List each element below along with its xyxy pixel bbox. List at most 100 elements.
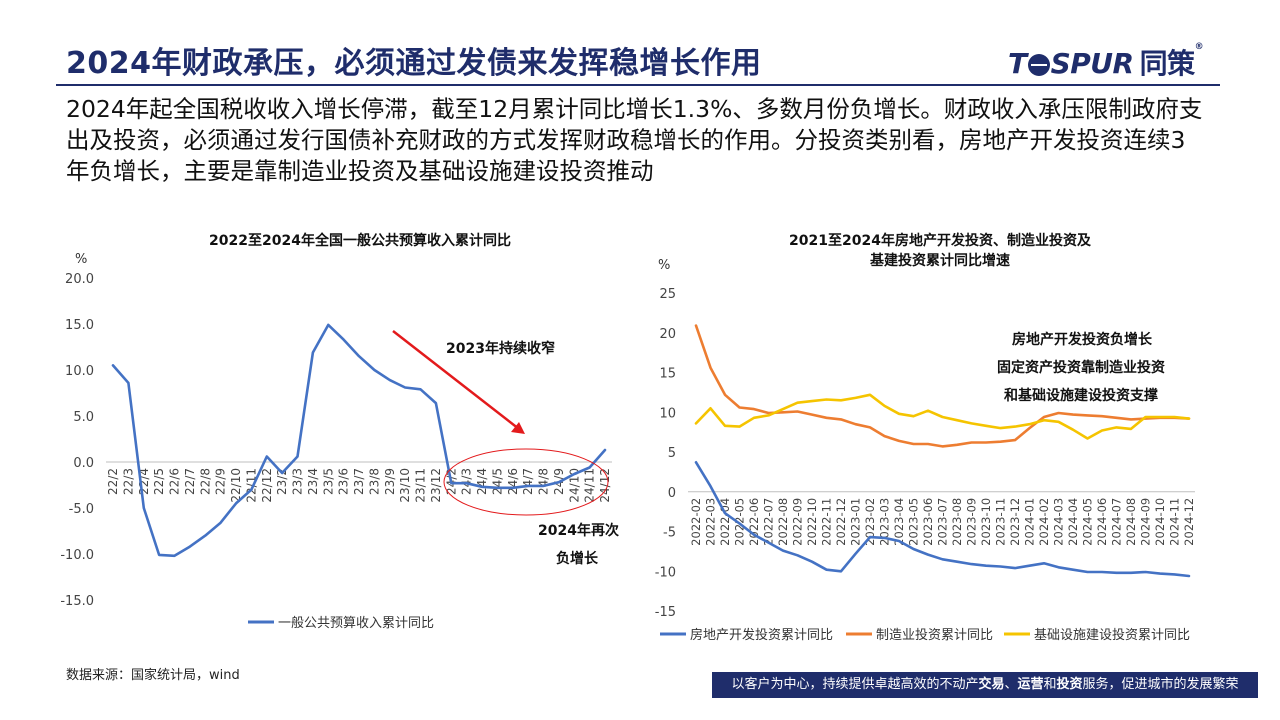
- legend-label: 一般公共预算收入累计同比: [278, 615, 434, 631]
- registered-mark: ®: [1194, 42, 1204, 52]
- x-tick-label: 22/6: [168, 468, 182, 495]
- footer-text-1: 以客户为中心，持续提供卓越高效的不动产: [731, 677, 979, 692]
- series-line-1-2: [694, 393, 1191, 440]
- legend-label: 制造业投资累计同比: [876, 627, 993, 643]
- page-title: 2024年财政承压，必须通过发债来发挥稳增长作用: [66, 46, 762, 81]
- chart1-title: 2022至2024年全国一般公共预算收入累计同比: [209, 233, 511, 249]
- x-tick-label: 2024-02: [1037, 498, 1051, 546]
- y-tick-label: 10.0: [65, 364, 94, 379]
- x-tick-label: 2023-03: [878, 498, 892, 546]
- y-tick-label: -15: [655, 605, 676, 620]
- annotation-infrastructure: 和基础设施建设投资支撑: [1004, 387, 1158, 404]
- x-tick-label: 24/4: [475, 468, 489, 495]
- y-tick-label: 15.0: [65, 318, 94, 333]
- legend-label: 房地产开发投资累计同比: [690, 627, 833, 643]
- legend-label: 基础设施建设投资累计同比: [1034, 627, 1190, 643]
- x-tick-label: 22/9: [214, 468, 228, 495]
- x-tick-label: 24/5: [490, 468, 504, 495]
- x-tick-label: 23/2: [275, 468, 289, 495]
- x-tick-label: 23/7: [352, 468, 366, 495]
- x-tick-label: 24/12: [598, 468, 612, 503]
- company-logo: T SPUR 同策®: [1008, 42, 1204, 82]
- x-tick-label: 23/9: [383, 468, 397, 495]
- chart2-subtitle: 基建投资累计同比增速: [870, 253, 1010, 269]
- data-source: 数据来源：国家统计局，wind: [66, 668, 240, 683]
- x-tick-label: 2022-04: [718, 498, 732, 546]
- x-tick-label: 24/3: [460, 468, 474, 495]
- x-tick-label: 2023-12: [1008, 498, 1022, 546]
- x-tick-label: 2024-03: [1052, 498, 1066, 546]
- y-tick-label: 20: [659, 327, 676, 342]
- x-tick-label: 22/8: [198, 468, 212, 495]
- x-tick-label: 24/8: [537, 468, 551, 495]
- x-tick-label: 2024-04: [1066, 498, 1080, 546]
- x-tick-label: 24/7: [521, 468, 535, 495]
- x-tick-label: 22/11: [244, 468, 258, 503]
- logo-chinese: 同策: [1139, 47, 1196, 80]
- x-tick-label: 22/5: [152, 468, 166, 495]
- footer-and: 和: [1043, 677, 1057, 692]
- x-tick-label: 23/6: [337, 468, 351, 495]
- y-tick-label: 15: [659, 367, 676, 382]
- x-tick-label: 22/2: [106, 468, 120, 495]
- y-axis-unit: %: [658, 258, 670, 273]
- y-tick-label: 0.0: [73, 456, 94, 471]
- x-tick-label: 23/3: [291, 468, 305, 495]
- y-tick-label: 5: [668, 446, 676, 461]
- x-tick-label: 2022-02: [689, 498, 703, 546]
- y-tick-label: 10: [659, 406, 676, 421]
- y-tick-label: 5.0: [73, 410, 94, 425]
- x-tick-label: 2022-09: [791, 498, 805, 546]
- x-tick-label: 23/4: [306, 468, 320, 495]
- x-tick-label: 22/12: [260, 468, 274, 503]
- footer-bold-operation: 运营: [1017, 677, 1044, 692]
- annotation-negative-1: 2024年再次: [538, 522, 619, 539]
- x-tick-label: 2022-07: [762, 498, 776, 546]
- y-tick-label: -10.0: [60, 548, 94, 563]
- x-tick-label: 23/8: [367, 468, 381, 495]
- y-axis-unit: %: [75, 252, 87, 267]
- y-tick-label: -15.0: [60, 594, 94, 609]
- x-tick-label: 2023-08: [950, 498, 964, 546]
- trend-arrow: [392, 330, 520, 430]
- y-tick-label: -10: [655, 565, 676, 580]
- annotation-negative-2: 负增长: [556, 550, 599, 567]
- y-tick-label: 0: [668, 486, 676, 501]
- x-tick-label: 2022-11: [820, 498, 834, 546]
- x-tick-label: 2022-10: [805, 498, 819, 546]
- x-tick-label: 2023-11: [994, 498, 1008, 546]
- x-tick-label: 22/7: [183, 468, 197, 495]
- chart2-title-line1: 2021至2024年房地产开发投资、制造业投资及: [789, 233, 1091, 249]
- x-tick-label: 2024-10: [1153, 498, 1167, 546]
- x-tick-label: 2024-11: [1168, 498, 1182, 546]
- y-tick-label: 20.0: [65, 272, 94, 287]
- trend-arrow-head: [511, 422, 525, 434]
- series-line-0-0: [111, 323, 607, 558]
- series-line-1-0: [694, 460, 1191, 578]
- x-tick-label: 2024-09: [1139, 498, 1153, 546]
- x-tick-label: 2022-12: [834, 498, 848, 546]
- footer-text-2: 服务，促进城市的发展繁荣: [1082, 677, 1239, 692]
- y-tick-label: 25: [659, 287, 676, 302]
- x-tick-label: 24/11: [583, 468, 597, 503]
- summary-paragraph: 2024年起全国税收收入增长停滞，截至12月累计同比增长1.3%、多数月份负增长…: [66, 95, 1203, 185]
- y-tick-label: -5.0: [69, 502, 94, 517]
- footer-sep: 、: [1004, 677, 1018, 692]
- x-tick-label: 2023-06: [921, 498, 935, 546]
- x-tick-label: 2024-08: [1124, 498, 1138, 546]
- logo-letter-t: T: [1008, 47, 1027, 80]
- footer-banner: 以客户为中心，持续提供卓越高效的不动产交易、运营和投资服务，促进城市的发展繁荣: [712, 672, 1258, 698]
- footer-bold-investment: 投资: [1056, 677, 1083, 692]
- x-tick-label: 2023-05: [907, 498, 921, 546]
- globe-icon: [1027, 54, 1050, 76]
- x-tick-label: 2022-06: [747, 498, 761, 546]
- x-tick-label: 2023-04: [892, 498, 906, 546]
- x-tick-label: 23/5: [321, 468, 335, 495]
- x-tick-label: 2024-12: [1182, 498, 1196, 546]
- x-tick-label: 2024-06: [1095, 498, 1109, 546]
- x-tick-label: 22/3: [121, 468, 135, 495]
- x-tick-label: 2023-01: [849, 498, 863, 546]
- x-tick-label: 2024-07: [1110, 498, 1124, 546]
- x-tick-label: 2023-09: [965, 498, 979, 546]
